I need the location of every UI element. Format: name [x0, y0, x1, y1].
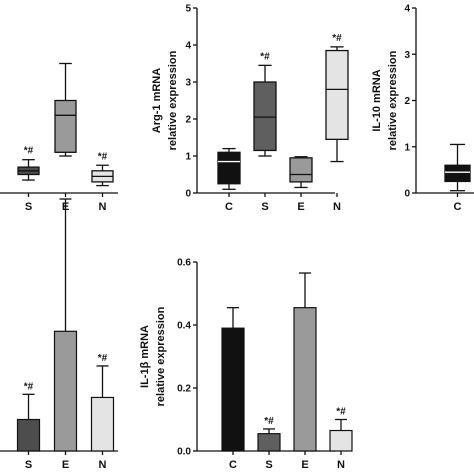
x-category-label: S [25, 201, 32, 213]
significance-mark: *# [24, 146, 34, 157]
y-tick-label: 3 [404, 50, 410, 61]
bar-1 [257, 433, 281, 452]
x-category-label: N [99, 201, 107, 213]
significance-mark: *# [98, 151, 108, 162]
y-axis-label: relative expression [167, 50, 179, 150]
significance-mark: *# [336, 407, 346, 418]
y-axis-label: Arg-1 mRNA [151, 68, 163, 133]
y-tick-label: 1 [404, 142, 410, 153]
x-category-label: S [265, 459, 272, 471]
x-category-label: E [301, 459, 308, 471]
y-tick-label: 5 [185, 4, 191, 15]
x-category-label: C [229, 459, 237, 471]
y-tick-label: 4 [185, 41, 191, 52]
y-tick-label: 0 [185, 189, 191, 200]
box-1 [253, 81, 277, 152]
significance-mark: *# [260, 51, 270, 62]
x-category-label: C [225, 201, 233, 213]
x-category-label: S [261, 201, 268, 213]
significance-mark: *# [98, 353, 108, 364]
y-tick-label: 2 [404, 96, 410, 107]
x-category-label: C [454, 201, 462, 213]
x-category-label: N [333, 201, 341, 213]
box-1 [54, 99, 77, 153]
box-2 [289, 157, 313, 183]
y-tick-label: 1 [185, 152, 191, 163]
bar-3 [329, 429, 353, 452]
bar-0 [221, 327, 245, 452]
x-category-label: N [337, 459, 345, 471]
y-tick-label: 2 [185, 115, 191, 126]
panel-il1b: 0.0 0.2 0.4 0.6 IL-1β mRNA relative expressio… [139, 258, 353, 471]
y-tick-label: 0.0 [177, 447, 191, 458]
box-0 [444, 164, 471, 183]
y-tick-label: 0.2 [177, 384, 191, 395]
x-category-label: E [297, 201, 304, 213]
bar-0 [16, 418, 41, 452]
significance-mark: *# [332, 33, 342, 44]
significance-mark: *# [264, 416, 274, 427]
bar-2 [293, 307, 317, 452]
y-tick-label: 3 [185, 78, 191, 89]
x-category-label: N [99, 459, 107, 471]
panel-arg1: 0 1 2 3 4 5 Arg-1 mRNA relative expression C S E N *… [151, 4, 349, 213]
panel-top-left: S E N*#*# [0, 62, 118, 213]
y-axis-label: IL-10 mRNA [371, 69, 383, 131]
box-0 [217, 151, 241, 185]
y-tick-label: 4 [404, 4, 410, 15]
bar-2 [90, 396, 115, 452]
y-tick-label: 0.4 [177, 321, 191, 332]
y-axis-label: relative expression [387, 50, 399, 150]
y-axis-label: IL-1β mRNA [139, 325, 151, 388]
y-tick-label: 0.6 [177, 258, 191, 269]
x-category-label: E [62, 459, 69, 471]
y-tick-label: 0 [404, 189, 410, 200]
box-3 [325, 49, 349, 141]
panel-bottom-left: S E N *# *# [0, 198, 118, 471]
bar-1 [53, 330, 78, 452]
y-axis-label: relative expression [155, 306, 167, 406]
x-category-label: S [25, 459, 32, 471]
significance-mark: *# [24, 381, 34, 392]
